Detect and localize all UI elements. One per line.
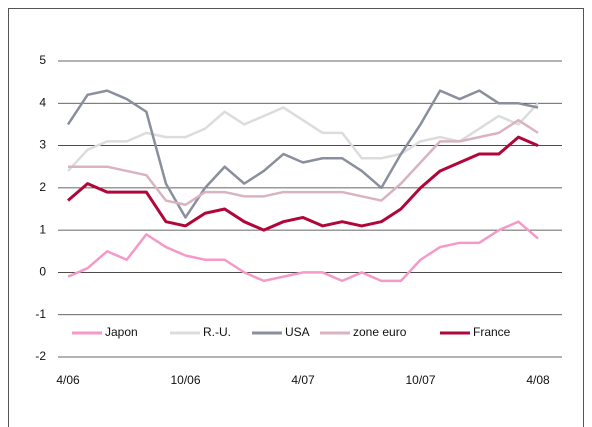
x-tick-label: 4/08: [526, 373, 550, 387]
series-line: [67, 135, 539, 232]
y-tick-label: 1: [39, 222, 46, 236]
legend-label: USA: [285, 325, 310, 339]
y-tick-label: -2: [35, 349, 46, 363]
series-line: [67, 220, 539, 283]
y-tick-label: 0: [39, 265, 46, 279]
x-tick-label: 10/07: [405, 373, 435, 387]
y-tick-label: 3: [39, 138, 46, 152]
y-tick-label: 5: [39, 53, 46, 67]
legend-label: France: [473, 325, 511, 339]
legend-label: Japon: [105, 325, 138, 339]
legend-label: zone euro: [353, 325, 407, 339]
series-line: [68, 118, 539, 207]
y-tick-label: -1: [35, 307, 46, 321]
legend-box: [66, 323, 536, 343]
x-tick-label: 4/07: [291, 373, 315, 387]
legend-label: R.-U.: [203, 325, 231, 339]
x-tick-label: 10/06: [170, 373, 200, 387]
legend: Japon R.-U. USA zone euro France: [66, 323, 536, 343]
y-tick-label: 4: [39, 95, 46, 109]
x-tick-label: 4/06: [56, 373, 80, 387]
series-line: [67, 102, 539, 172]
frame: [8, 8, 584, 427]
series-line: [66, 89, 539, 219]
y-tick-label: 2: [39, 180, 46, 194]
lines: [66, 89, 539, 283]
